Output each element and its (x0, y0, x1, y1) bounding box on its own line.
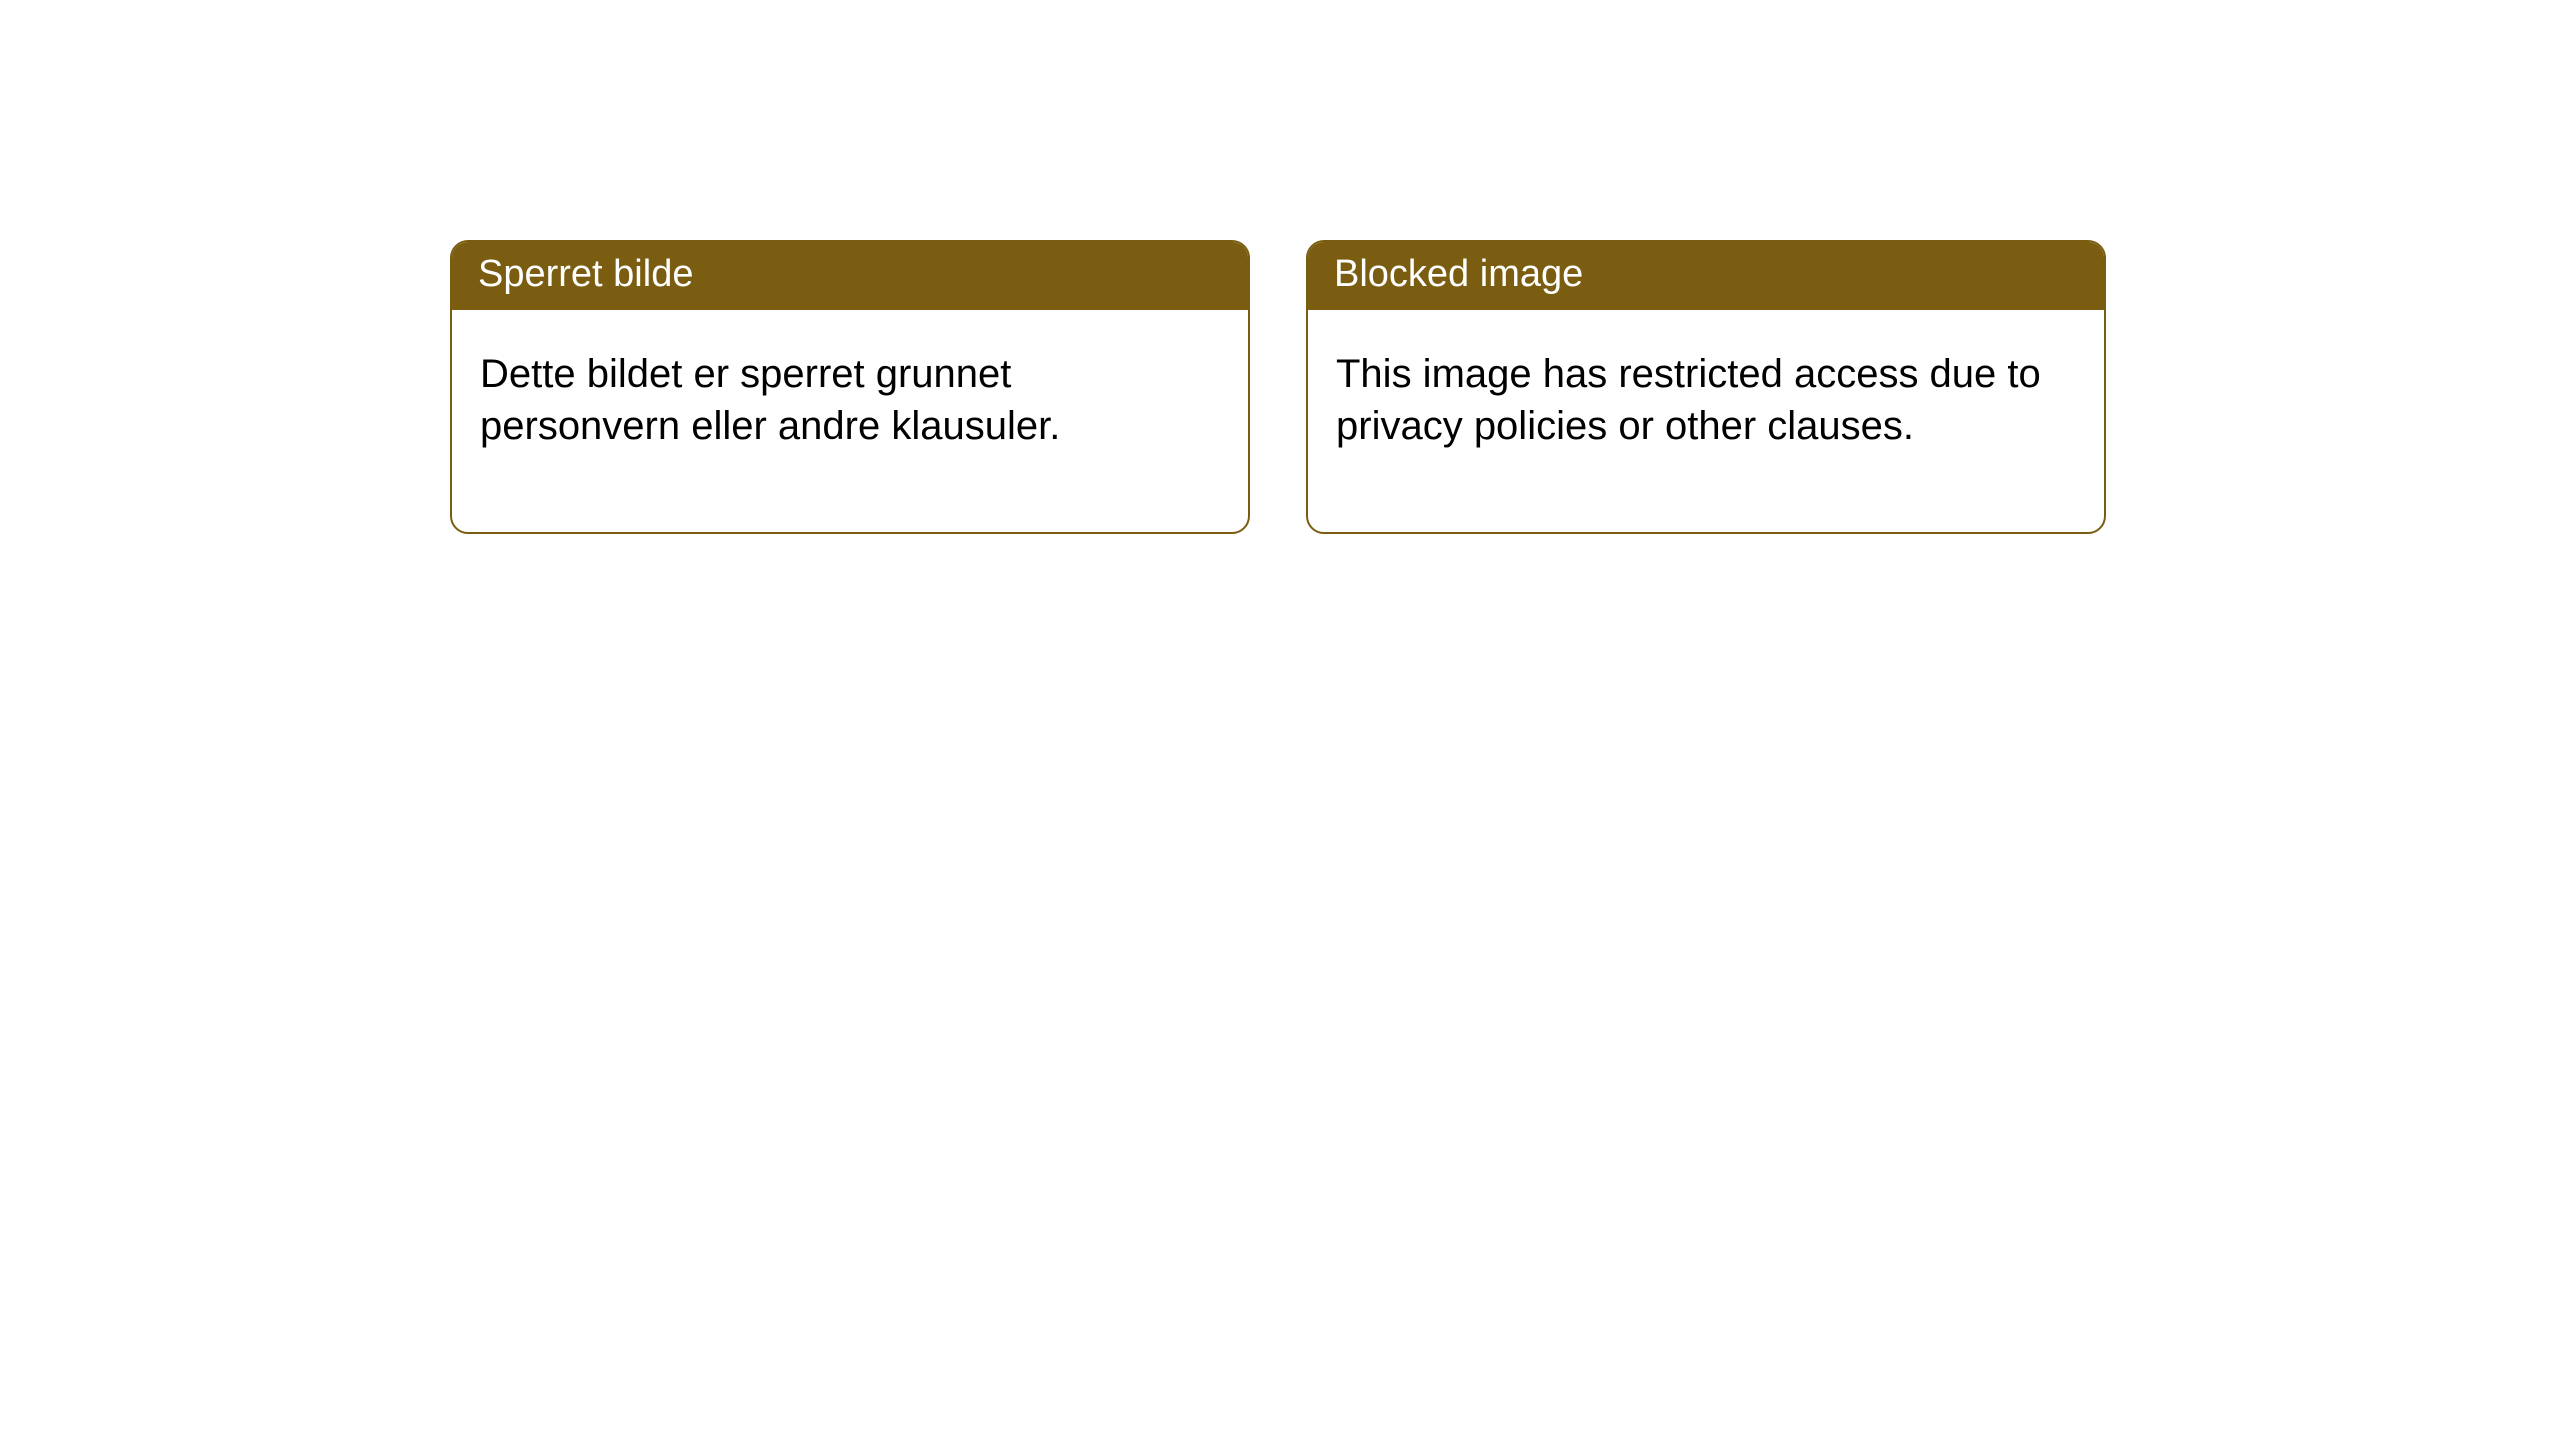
notice-body: Dette bildet er sperret grunnet personve… (452, 310, 1248, 532)
notice-box-norwegian: Sperret bilde Dette bildet er sperret gr… (450, 240, 1250, 534)
notice-container: Sperret bilde Dette bildet er sperret gr… (450, 240, 2106, 534)
notice-header: Sperret bilde (452, 242, 1248, 310)
notice-header: Blocked image (1308, 242, 2104, 310)
notice-body: This image has restricted access due to … (1308, 310, 2104, 532)
notice-box-english: Blocked image This image has restricted … (1306, 240, 2106, 534)
